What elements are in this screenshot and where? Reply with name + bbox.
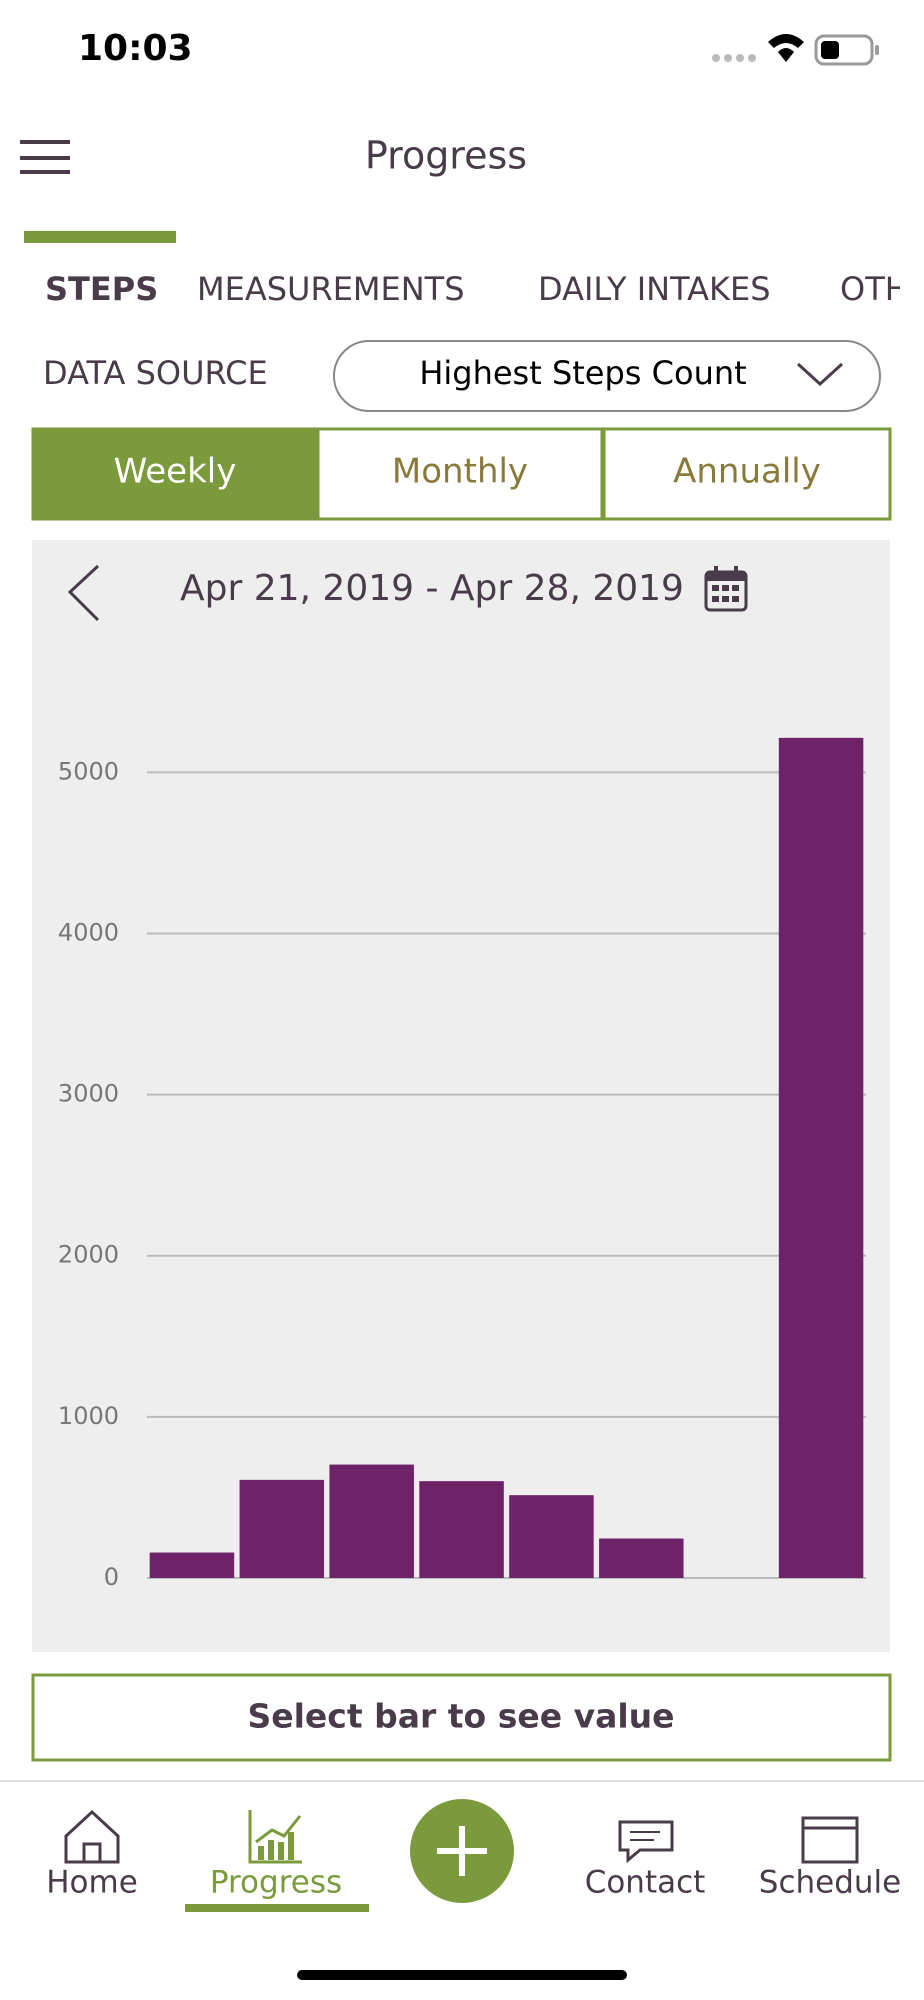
y-tick-label: 3000: [58, 1080, 119, 1108]
nav-schedule[interactable]: Schedule: [759, 1816, 901, 1901]
chart-panel: [32, 540, 890, 1652]
nav-label: Home: [46, 1865, 138, 1901]
period-frame: [31, 427, 892, 521]
data-source-dropdown[interactable]: [333, 340, 881, 412]
bar: [509, 1495, 594, 1578]
bar: [419, 1481, 504, 1578]
nav-home[interactable]: Home: [46, 1809, 138, 1901]
tab-indicator: [24, 231, 176, 243]
back-button[interactable]: [67, 564, 100, 622]
menu-button[interactable]: [20, 140, 70, 174]
period-label: Annually: [673, 452, 821, 492]
period-label: Monthly: [392, 452, 528, 492]
status-time: 10:03: [78, 28, 193, 69]
status-icons: [712, 34, 879, 66]
tab[interactable]: MEASUREMENTS: [197, 270, 465, 308]
bar: [599, 1538, 684, 1578]
period-active[interactable]: [33, 429, 317, 519]
hint-box: [31, 1673, 892, 1762]
home-indicator: [297, 1970, 627, 1980]
header-title: Progress: [365, 134, 527, 178]
nav-label: Schedule: [759, 1865, 901, 1901]
tab[interactable]: STEPS: [45, 270, 158, 308]
nav-progress[interactable]: Progress: [185, 1810, 369, 1912]
tab[interactable]: OTH: [840, 270, 909, 308]
bar: [149, 1552, 235, 1578]
dropdown-chevron: [796, 362, 844, 387]
period-button[interactable]: [602, 427, 892, 521]
select-hint: Select bar to see value: [247, 1697, 674, 1736]
nav-indicator: [185, 1904, 369, 1912]
bar: [239, 1479, 325, 1578]
date-range: Apr 21, 2019 - Apr 28, 2019: [180, 568, 684, 609]
period-label: Weekly: [114, 452, 237, 492]
period-button[interactable]: [316, 427, 604, 521]
y-tick-label: 1000: [58, 1402, 119, 1430]
data-source-value: Highest Steps Count: [419, 354, 746, 392]
nav-label: Progress: [210, 1865, 342, 1901]
plot: 0 1000 2000 3000 4000 5000: [58, 737, 866, 1591]
bar: [329, 1464, 414, 1578]
y-tick-label: 5000: [58, 757, 119, 785]
y-tick-label: 4000: [58, 918, 119, 946]
nav-contact[interactable]: Contact: [585, 1820, 706, 1901]
y-tick-label: 2000: [58, 1241, 119, 1269]
nav-label: Contact: [585, 1865, 706, 1901]
data-source-label: DATA SOURCE: [43, 354, 268, 392]
y-tick-label: 0: [104, 1563, 119, 1591]
bar: [778, 737, 864, 1578]
tab[interactable]: DAILY INTAKES: [538, 270, 771, 308]
calendar-button[interactable]: [704, 566, 748, 612]
add-button[interactable]: [410, 1799, 514, 1903]
